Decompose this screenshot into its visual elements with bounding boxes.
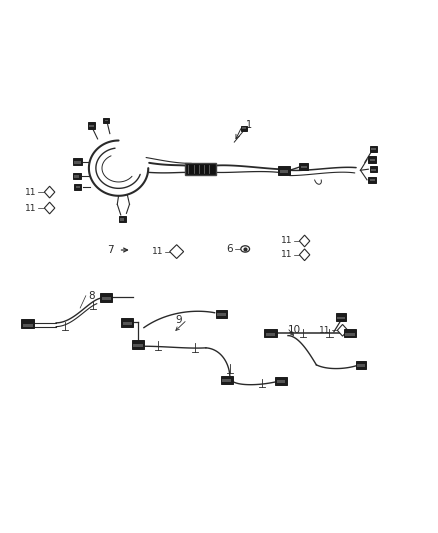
Bar bbox=[357, 365, 365, 367]
Bar bbox=[123, 322, 132, 325]
Polygon shape bbox=[299, 249, 310, 261]
Bar bbox=[105, 119, 108, 122]
Text: 10: 10 bbox=[288, 325, 301, 335]
Bar bbox=[370, 146, 377, 152]
Bar bbox=[73, 158, 82, 165]
Bar bbox=[371, 148, 376, 150]
Bar bbox=[119, 216, 126, 222]
Text: 11: 11 bbox=[25, 204, 36, 213]
Bar bbox=[240, 126, 247, 131]
Text: 1: 1 bbox=[246, 120, 252, 130]
Polygon shape bbox=[170, 245, 184, 259]
Bar bbox=[371, 168, 376, 171]
Bar bbox=[370, 179, 375, 181]
Bar bbox=[242, 127, 246, 130]
Text: 9: 9 bbox=[175, 314, 182, 325]
Bar bbox=[279, 166, 290, 174]
Bar bbox=[185, 164, 216, 175]
Bar bbox=[89, 125, 94, 127]
Polygon shape bbox=[337, 325, 348, 336]
Bar bbox=[356, 361, 366, 369]
Bar bbox=[344, 329, 356, 337]
Polygon shape bbox=[44, 186, 55, 198]
Bar bbox=[132, 341, 145, 349]
Bar bbox=[74, 161, 81, 164]
Bar bbox=[120, 219, 124, 221]
Bar bbox=[103, 118, 110, 123]
Polygon shape bbox=[299, 235, 310, 247]
Bar bbox=[221, 376, 233, 384]
Bar bbox=[100, 293, 113, 302]
Polygon shape bbox=[44, 202, 55, 214]
Bar bbox=[217, 313, 226, 316]
Bar bbox=[102, 297, 111, 300]
Bar bbox=[368, 176, 376, 183]
Bar bbox=[265, 329, 277, 337]
Text: 7: 7 bbox=[108, 245, 114, 255]
Bar bbox=[88, 123, 95, 129]
Bar bbox=[121, 318, 134, 327]
Bar bbox=[276, 377, 287, 385]
Text: 11: 11 bbox=[25, 188, 36, 197]
Bar bbox=[370, 166, 378, 172]
Text: 11: 11 bbox=[281, 237, 292, 246]
Bar bbox=[337, 317, 345, 319]
Bar bbox=[74, 184, 81, 190]
Bar bbox=[21, 319, 34, 328]
Bar bbox=[299, 163, 308, 170]
Text: 11: 11 bbox=[319, 326, 330, 335]
Text: 6: 6 bbox=[226, 244, 233, 254]
Bar bbox=[300, 166, 307, 168]
Bar bbox=[280, 170, 288, 173]
Bar bbox=[134, 344, 143, 348]
Bar bbox=[76, 186, 80, 188]
Bar bbox=[74, 175, 79, 177]
Ellipse shape bbox=[241, 246, 250, 252]
Bar bbox=[185, 164, 216, 175]
Bar bbox=[266, 333, 276, 336]
Bar bbox=[215, 310, 227, 318]
Bar bbox=[277, 381, 286, 383]
Bar bbox=[22, 324, 33, 327]
Text: 8: 8 bbox=[88, 290, 95, 301]
Bar bbox=[223, 379, 231, 382]
Text: 11: 11 bbox=[152, 247, 163, 256]
Text: 11: 11 bbox=[281, 251, 292, 260]
Bar bbox=[345, 333, 355, 336]
Bar bbox=[336, 313, 346, 321]
Bar bbox=[368, 157, 376, 163]
Bar bbox=[73, 173, 81, 179]
Bar bbox=[370, 159, 375, 161]
